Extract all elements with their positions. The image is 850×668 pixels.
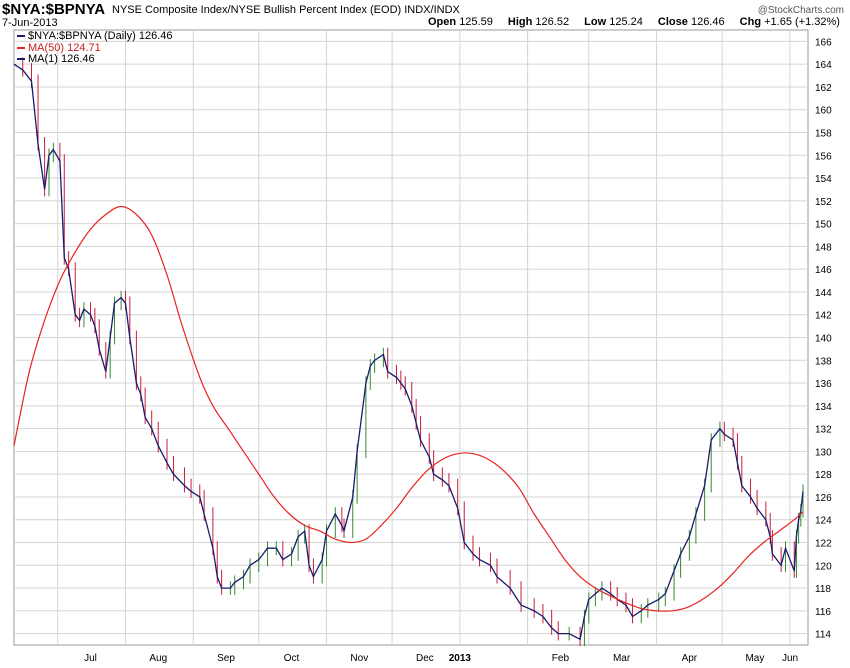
y-tick-label: 120 <box>815 561 832 572</box>
high-value: 126.52 <box>535 16 570 28</box>
legend-swatch <box>17 35 25 38</box>
open-label: Open <box>428 16 457 28</box>
y-tick-label: 126 <box>815 493 832 504</box>
legend-swatch <box>17 58 25 61</box>
y-tick-label: 134 <box>815 402 832 413</box>
series-lines <box>13 63 804 641</box>
x-tick-label: 2013 <box>449 653 472 664</box>
y-tick-label: 160 <box>815 106 832 117</box>
low-value: 125.24 <box>609 16 643 28</box>
y-tick-label: 146 <box>815 265 832 276</box>
x-tick-label: Feb <box>552 653 570 664</box>
x-tick-label: Oct <box>284 653 300 664</box>
x-tick-label: Jul <box>84 653 97 664</box>
legend-label: MA(50) 124.71 <box>28 42 101 54</box>
y-tick-label: 132 <box>815 425 832 436</box>
y-tick-label: 148 <box>815 242 832 253</box>
x-tick-label: Apr <box>682 653 698 664</box>
y-tick-label: 122 <box>815 539 832 550</box>
y-tick-label: 164 <box>815 60 832 71</box>
y-tick-label: 130 <box>815 447 832 458</box>
y-tick-label: 116 <box>815 607 831 618</box>
grid <box>13 29 809 646</box>
price-line <box>13 63 804 641</box>
legend-item-ma1: MA(1) 126.46 <box>17 53 95 65</box>
ohlc-readout: Open 125.59 High 126.52 Low 125.24 Close… <box>428 16 850 28</box>
y-tick-label: 140 <box>815 334 832 345</box>
ma50-line <box>13 205 804 612</box>
legend-swatch <box>17 47 25 50</box>
high-label: High <box>507 16 533 28</box>
y-axis: 114 116 118 120 122 124 126 128 130 132 134 136 138 1… <box>815 37 832 640</box>
y-tick-label: 144 <box>815 288 832 299</box>
y-tick-label: 138 <box>815 356 832 367</box>
chg-value: +1.65 (+1.32%) <box>764 16 840 28</box>
y-tick-label: 158 <box>815 129 832 140</box>
chart-date: 7-Jun-2013 <box>2 17 58 29</box>
x-tick-label: Sep <box>217 653 235 664</box>
legend-label: MA(1) 126.46 <box>28 53 95 65</box>
price-bars <box>22 57 804 647</box>
close-label: Close <box>657 16 688 28</box>
x-axis: Jul Aug Sep Oct Nov Dec 2013 Feb Mar Apr May Jun <box>84 653 798 664</box>
x-tick-label: May <box>745 653 764 664</box>
chg-label: Chg <box>739 16 762 28</box>
x-tick-label: Mar <box>613 653 631 664</box>
chart-description: NYSE Composite Index/NYSE Bullish Percen… <box>112 4 460 16</box>
x-tick-label: Aug <box>149 653 167 664</box>
x-tick-label: Jun <box>782 653 798 664</box>
low-label: Low <box>584 16 607 28</box>
close-value: 126.46 <box>690 16 725 28</box>
legend-item-ma50: MA(50) 124.71 <box>17 42 101 54</box>
brand-label: @StockCharts.com <box>757 5 844 16</box>
y-tick-label: 150 <box>815 220 832 231</box>
y-tick-label: 128 <box>815 470 832 481</box>
y-tick-label: 156 <box>815 151 832 162</box>
y-tick-label: 152 <box>815 197 832 208</box>
y-tick-label: 166 <box>815 37 832 48</box>
y-tick-label: 124 <box>815 516 832 527</box>
legend-item-price: $NYA:$BPNYA (Daily) 126.46 <box>17 30 173 42</box>
legend-label: $NYA:$BPNYA (Daily) 126.46 <box>28 30 173 42</box>
y-tick-label: 118 <box>815 584 831 595</box>
y-tick-label: 162 <box>815 83 832 94</box>
open-value: 125.59 <box>459 16 493 28</box>
y-tick-label: 142 <box>815 311 832 322</box>
y-tick-label: 114 <box>815 630 831 641</box>
x-tick-label: Dec <box>416 653 434 664</box>
y-tick-label: 136 <box>815 379 832 390</box>
x-tick-label: Nov <box>350 653 368 664</box>
chart-symbol: $NYA:$BPNYA <box>2 1 106 18</box>
y-tick-label: 154 <box>815 174 832 185</box>
